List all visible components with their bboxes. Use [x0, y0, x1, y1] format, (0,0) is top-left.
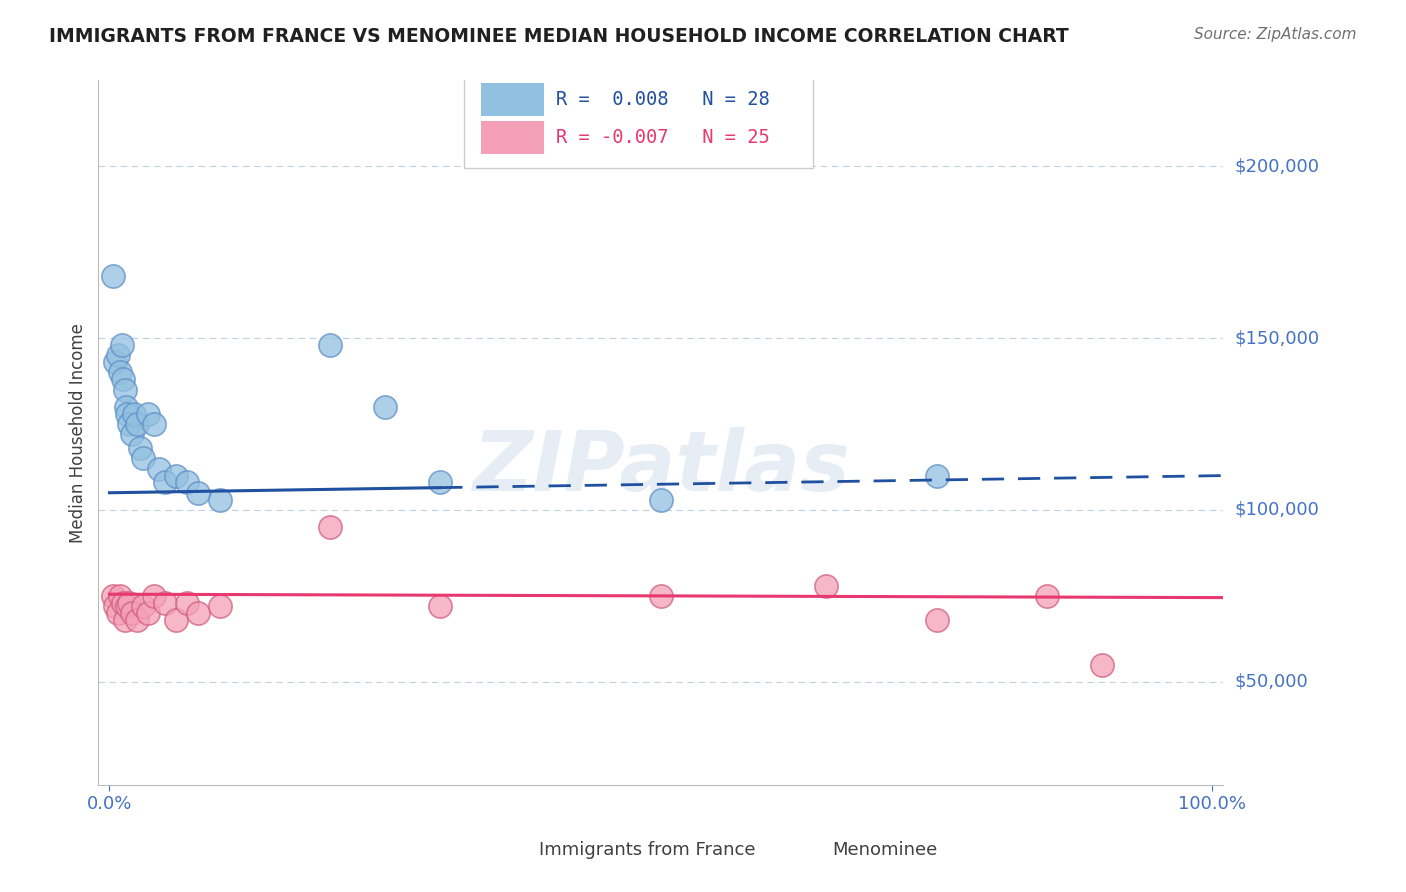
Point [1091, 657, 1114, 672]
Text: Menominee: Menominee [832, 841, 936, 860]
Text: $50,000: $50,000 [1234, 673, 1308, 690]
Point [118, 596, 141, 610]
Point [925, 468, 948, 483]
Point [165, 468, 187, 483]
Point [121, 606, 143, 620]
Point [142, 417, 165, 431]
Point [153, 596, 176, 610]
Point [1036, 589, 1059, 603]
FancyBboxPatch shape [477, 837, 533, 863]
Point [101, 269, 124, 284]
Text: $100,000: $100,000 [1234, 501, 1319, 519]
Point [650, 589, 672, 603]
Point [187, 485, 209, 500]
Point [187, 606, 209, 620]
Point [165, 613, 187, 627]
Point [815, 578, 838, 592]
Point [136, 606, 159, 620]
Point [374, 400, 396, 414]
Text: Immigrants from France: Immigrants from France [540, 841, 756, 860]
Point [118, 417, 141, 431]
Point [131, 451, 153, 466]
Text: $150,000: $150,000 [1234, 329, 1319, 347]
Point [176, 596, 198, 610]
Point [111, 596, 134, 610]
Point [110, 589, 132, 603]
Point [319, 338, 342, 352]
FancyBboxPatch shape [481, 83, 544, 116]
Text: Source: ZipAtlas.com: Source: ZipAtlas.com [1194, 27, 1357, 42]
Point [114, 383, 136, 397]
Text: ZIPatlas: ZIPatlas [472, 427, 849, 508]
Point [101, 589, 124, 603]
Point [114, 613, 136, 627]
Point [142, 589, 165, 603]
Point [429, 599, 451, 614]
Point [104, 355, 127, 369]
Point [650, 492, 672, 507]
Point [429, 475, 451, 490]
Point [176, 475, 198, 490]
Point [131, 599, 153, 614]
Point [319, 520, 342, 534]
Point [110, 366, 132, 380]
Text: R = -0.007   N = 25: R = -0.007 N = 25 [557, 128, 770, 147]
Point [136, 407, 159, 421]
Point [111, 372, 134, 386]
Y-axis label: Median Household Income: Median Household Income [69, 323, 87, 542]
Point [115, 599, 138, 614]
FancyBboxPatch shape [481, 121, 544, 153]
FancyBboxPatch shape [464, 70, 813, 169]
Point [104, 599, 127, 614]
FancyBboxPatch shape [769, 837, 825, 863]
Point [129, 441, 152, 455]
Point [107, 606, 129, 620]
Point [125, 613, 148, 627]
Point [208, 492, 231, 507]
Text: R =  0.008   N = 28: R = 0.008 N = 28 [557, 90, 770, 109]
Point [925, 613, 948, 627]
Point [208, 599, 231, 614]
Point [110, 338, 132, 352]
Point [121, 427, 143, 442]
Text: IMMIGRANTS FROM FRANCE VS MENOMINEE MEDIAN HOUSEHOLD INCOME CORRELATION CHART: IMMIGRANTS FROM FRANCE VS MENOMINEE MEDI… [49, 27, 1069, 45]
Point [148, 461, 170, 475]
Text: $200,000: $200,000 [1234, 157, 1319, 175]
Point [115, 407, 138, 421]
Point [125, 417, 148, 431]
Point [122, 407, 145, 421]
Point [153, 475, 176, 490]
Point [107, 348, 129, 362]
Point [115, 400, 138, 414]
